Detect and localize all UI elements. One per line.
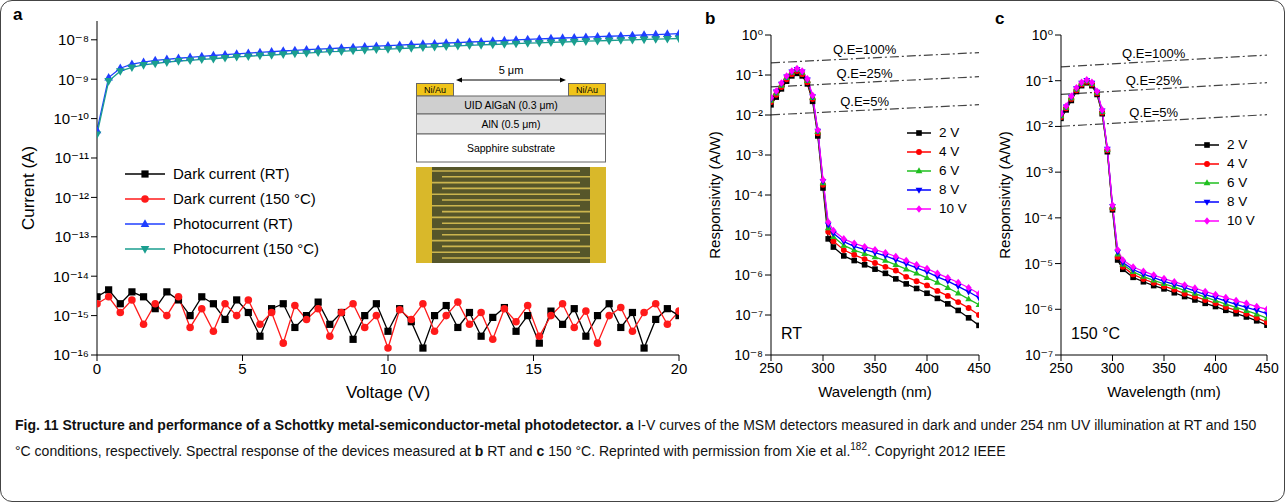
svg-text:300: 300 <box>811 360 835 376</box>
svg-text:10⁻²: 10⁻² <box>1025 118 1053 134</box>
svg-text:250: 250 <box>759 359 783 376</box>
svg-text:Q.E=100%: Q.E=100% <box>1122 46 1186 61</box>
svg-text:Q.E=25%: Q.E=25% <box>837 66 893 81</box>
html-text:a: a <box>13 5 23 24</box>
html-text:8 V: 8 V <box>939 182 960 197</box>
svg-text:UID AlGaN (0.3 μm): UID AlGaN (0.3 μm) <box>464 99 558 111</box>
svg-text:400: 400 <box>915 360 939 376</box>
svg-text:10⁻⁹: 10⁻⁹ <box>58 71 89 88</box>
svg-text:10⁻¹: 10⁻¹ <box>735 67 763 83</box>
svg-text:15: 15 <box>525 360 542 377</box>
svg-text:10⁻¹⁵: 10⁻¹⁵ <box>53 307 89 324</box>
svg-text:10⁻¹⁰: 10⁻¹⁰ <box>53 110 89 127</box>
html-text:Dark current (RT): Dark current (RT) <box>173 165 290 182</box>
svg-text:10⁻⁶: 10⁻⁶ <box>1024 301 1053 317</box>
html-text:2 V: 2 V <box>1227 137 1248 152</box>
svg-text:Responsivity (A/W): Responsivity (A/W) <box>996 131 1013 259</box>
svg-text:10⁻¹⁴: 10⁻¹⁴ <box>53 268 89 285</box>
svg-text:10: 10 <box>380 360 397 377</box>
svg-text:10⁰: 10⁰ <box>742 27 764 43</box>
svg-text:10⁻¹³: 10⁻¹³ <box>54 228 89 245</box>
svg-text:10⁻¹²: 10⁻¹² <box>54 189 89 206</box>
svg-text:10⁻⁷: 10⁻⁷ <box>735 307 763 323</box>
svg-text:0: 0 <box>93 360 101 377</box>
svg-text:10⁻⁸: 10⁻⁸ <box>734 347 763 363</box>
svg-text:300: 300 <box>1101 360 1125 376</box>
html-text:2 V: 2 V <box>939 125 960 140</box>
svg-text:10⁻¹⁶: 10⁻¹⁶ <box>53 346 89 363</box>
svg-text:10⁻⁸: 10⁻⁸ <box>58 31 89 48</box>
html-text:10 V: 10 V <box>939 201 967 216</box>
svg-text:10⁻⁴: 10⁻⁴ <box>1024 210 1053 226</box>
svg-text:400: 400 <box>1204 360 1228 376</box>
svg-text:Current (A): Current (A) <box>19 146 38 230</box>
svg-text:20: 20 <box>671 360 688 377</box>
svg-text:350: 350 <box>863 360 887 376</box>
svg-text:Q.E=100%: Q.E=100% <box>833 42 897 57</box>
svg-text:10⁻⁶: 10⁻⁶ <box>734 267 763 283</box>
svg-text:5: 5 <box>238 360 246 377</box>
svg-text:Responsivity (A/W): Responsivity (A/W) <box>706 131 723 259</box>
html-text:6 V: 6 V <box>1227 175 1248 190</box>
html-text:b: b <box>705 9 716 28</box>
html-text:8 V: 8 V <box>1227 194 1248 209</box>
html-text:Photocurrent (150 °C): Photocurrent (150 °C) <box>173 240 320 257</box>
html-text:4 V: 4 V <box>939 144 960 159</box>
html-text:4 V: 4 V <box>1227 156 1248 171</box>
html-text:Photocurrent (RT): Photocurrent (RT) <box>173 215 293 232</box>
svg-text:Ni/Au: Ni/Au <box>576 85 598 95</box>
html-text:c: c <box>995 9 1005 28</box>
html-text:Wavelength (nm): Wavelength (nm) <box>818 383 932 400</box>
html-text:Fig. 11 Structure and performa: Fig. 11 Structure and performance of a S… <box>15 417 1257 459</box>
html-text:6 V: 6 V <box>939 163 960 178</box>
svg-text:AlN (0.5 μm): AlN (0.5 μm) <box>481 118 540 130</box>
svg-text:10⁻³: 10⁻³ <box>735 147 763 163</box>
svg-text:10⁰: 10⁰ <box>1032 27 1054 43</box>
html-text:10 V: 10 V <box>1227 213 1255 228</box>
svg-text:450: 450 <box>1255 360 1279 376</box>
svg-text:10⁻³: 10⁻³ <box>1025 164 1053 180</box>
svg-text:Q.E=5%: Q.E=5% <box>1129 105 1178 120</box>
svg-text:Sapphire substrate: Sapphire substrate <box>467 142 555 154</box>
html-text:150 °C: 150 °C <box>1071 325 1121 342</box>
html-text:Wavelength (nm): Wavelength (nm) <box>1107 383 1221 400</box>
svg-text:10⁻⁷: 10⁻⁷ <box>1025 347 1053 363</box>
svg-text:350: 350 <box>1152 360 1176 376</box>
svg-text:Ni/Au: Ni/Au <box>424 85 446 95</box>
svg-text:10⁻⁵: 10⁻⁵ <box>1024 256 1053 272</box>
svg-text:250: 250 <box>1049 359 1073 376</box>
svg-text:Q.E=25%: Q.E=25% <box>1126 73 1182 88</box>
svg-text:10⁻¹¹: 10⁻¹¹ <box>54 149 89 166</box>
svg-text:5 μm: 5 μm <box>499 64 524 76</box>
svg-text:450: 450 <box>967 360 991 376</box>
html-text:Voltage (V): Voltage (V) <box>345 383 430 402</box>
svg-text:Q.E=5%: Q.E=5% <box>840 94 889 109</box>
svg-text:10⁻¹: 10⁻¹ <box>1025 73 1053 89</box>
svg-text:10⁻⁴: 10⁻⁴ <box>734 187 763 203</box>
html-text:Dark current (150 °C): Dark current (150 °C) <box>173 190 316 207</box>
svg-text:10⁻⁵: 10⁻⁵ <box>734 227 763 243</box>
html-text:RT: RT <box>781 325 802 342</box>
svg-text:10⁻²: 10⁻² <box>735 107 763 123</box>
